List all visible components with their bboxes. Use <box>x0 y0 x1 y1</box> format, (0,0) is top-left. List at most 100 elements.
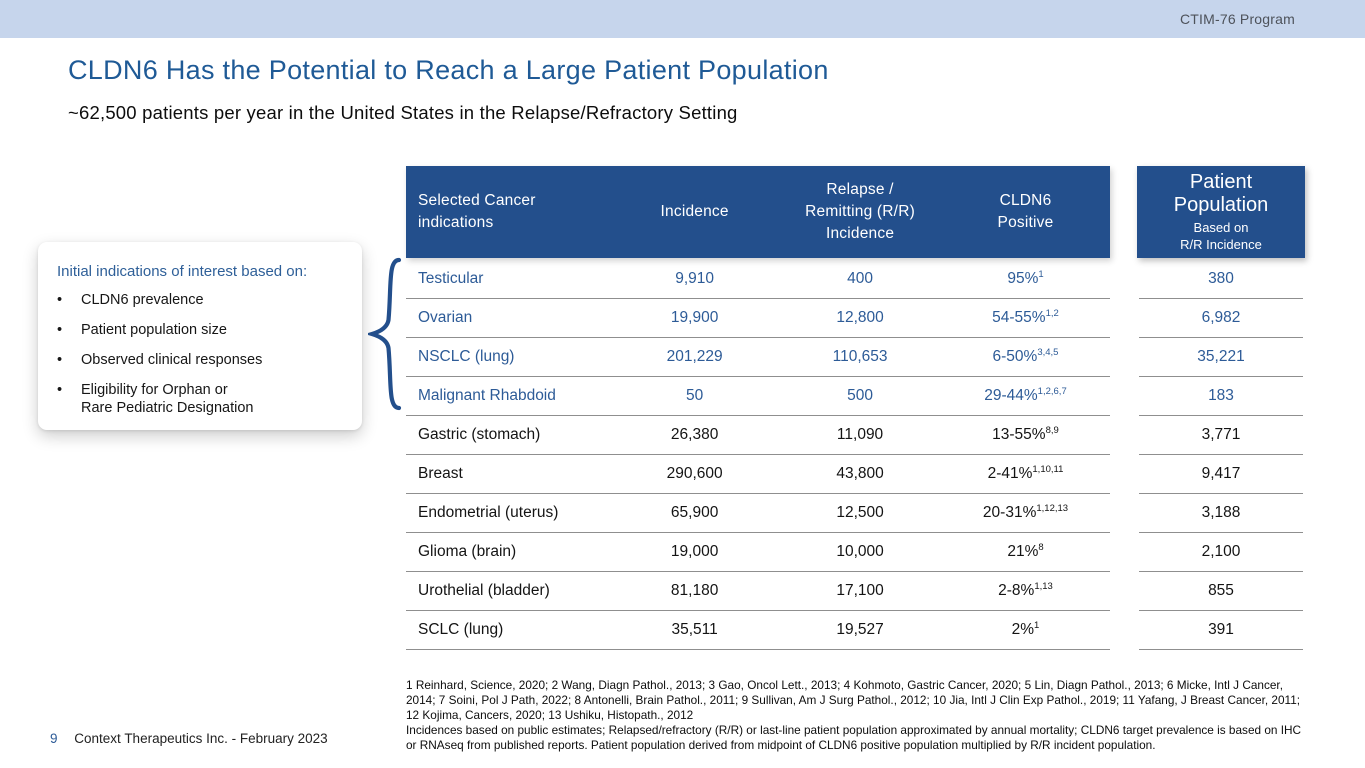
cell-indication: Glioma (brain) <box>418 543 517 560</box>
patient-population-cell: 3,771 <box>1139 416 1303 455</box>
cldn6-value: 2-8% <box>998 582 1035 599</box>
callout-bullet-text: Eligibility for Orphan or Rare Pediatric… <box>81 381 254 417</box>
cell-rr-incidence: 500 <box>847 387 873 404</box>
cell-rr-incidence: 10,000 <box>836 543 884 560</box>
brace-icon <box>368 257 402 411</box>
cell-indication: Malignant Rhabdoid <box>418 387 556 404</box>
cell-cldn6-positive: 21%8 <box>941 543 1110 561</box>
cldn6-footnote-refs: 8,9 <box>1045 424 1059 436</box>
callout-bullet: • Eligibility for Orphan or Rare Pediatri… <box>57 381 352 419</box>
table-row: Breast 290,600 43,800 2-41%1,10,11 <box>406 455 1110 494</box>
table-row: Malignant Rhabdoid 50 500 29-44%1,2,6,7 <box>406 377 1110 416</box>
table-row: Glioma (brain) 19,000 10,000 21%8 <box>406 533 1110 572</box>
cell-incidence: 50 <box>686 387 704 404</box>
callout-bullet-text: Patient population size <box>81 321 227 338</box>
cell-indication: Testicular <box>418 270 484 287</box>
column-header-rr-incidence: Relapse / Remitting (R/R) Incidence <box>805 181 915 242</box>
patient-population-header: Patient Population Based on R/R Incidenc… <box>1137 166 1305 258</box>
column-header-indications: Selected Cancer indications <box>418 192 536 231</box>
bullet-dot-icon: • <box>57 292 63 308</box>
table-row: Testicular 9,910 400 95%1 <box>406 260 1110 299</box>
patient-population-cell: 3,188 <box>1139 494 1303 533</box>
callout-heading: Initial indications of interest based on… <box>57 263 308 280</box>
patient-population-subtitle: Based on R/R Incidence <box>1180 220 1262 252</box>
indications-table: Selected Cancer indications Incidence Re… <box>406 166 1110 650</box>
cell-indication: Breast <box>418 465 463 482</box>
callout-list: • CLDN6 prevalence • Patient population siz… <box>38 291 362 418</box>
callout-bullet: • CLDN6 prevalence <box>57 291 352 310</box>
table-body: Testicular 9,910 400 95%1 Ovarian 19,900 12,80… <box>406 260 1110 650</box>
company-footer: Context Therapeutics Inc. - February 202… <box>74 731 328 746</box>
cell-incidence: 19,900 <box>670 309 719 326</box>
cldn6-value: 6-50% <box>992 348 1038 365</box>
cell-cldn6-positive: 95%1 <box>941 270 1110 288</box>
table-row: Ovarian 19,900 12,800 54-55%1,2 <box>406 299 1110 338</box>
patient-population-cell: 855 <box>1139 572 1303 611</box>
cell-rr-incidence: 12,800 <box>836 309 884 326</box>
cell-cldn6-positive: 13-55%8,9 <box>941 426 1110 444</box>
callout-bullet: • Observed clinical responses <box>57 351 352 370</box>
cldn6-value: 21% <box>1007 543 1039 560</box>
column-header-incidence: Incidence <box>660 203 729 221</box>
cell-cldn6-positive: 29-44%1,2,6,7 <box>941 387 1110 405</box>
program-label: CTIM-76 Program <box>1179 11 1295 27</box>
cell-cldn6-positive: 2-8%1,13 <box>941 582 1110 600</box>
patient-population-table: Patient Population Based on R/R Incidenc… <box>1137 166 1305 650</box>
cldn6-value: 2% <box>1011 621 1035 638</box>
footnote-references: 1 Reinhard, Science, 2020; 2 Wang, Diagn… <box>406 678 1301 723</box>
cldn6-footnote-refs: 1 <box>1034 619 1040 631</box>
table-row: Gastric (stomach) 26,380 11,090 13-55%8,9 <box>406 416 1110 455</box>
cell-rr-incidence: 17,100 <box>836 582 884 599</box>
cell-indication: SCLC (lung) <box>418 621 504 638</box>
patient-population-body: 380 6,982 35,221 183 3,771 9,417 3,188 2,100 855… <box>1137 260 1305 650</box>
patient-population-cell: 391 <box>1139 611 1303 650</box>
cldn6-value: 13-55% <box>992 426 1046 443</box>
slide-footer: 9 Context Therapeutics Inc. - February 2… <box>50 731 328 746</box>
table-row: Endometrial (uterus) 65,900 12,500 20-31%1,… <box>406 494 1110 533</box>
callout-bullet: • Patient population size <box>57 321 352 340</box>
table-row: SCLC (lung) 35,511 19,527 2%1 <box>406 611 1110 650</box>
cell-indication: Gastric (stomach) <box>418 426 541 443</box>
cell-indication: Ovarian <box>418 309 473 326</box>
patient-population-cell: 183 <box>1139 377 1303 416</box>
cell-indication: Urothelial (bladder) <box>418 582 550 599</box>
page-subtitle: ~62,500 patients per year in the United … <box>68 102 738 123</box>
table-header-row: Selected Cancer indications Incidence Re… <box>406 166 1110 258</box>
column-header-cldn6-positive: CLDN6 Positive <box>997 192 1054 231</box>
callout-bullet-text: Observed clinical responses <box>81 351 263 368</box>
cell-incidence: 65,900 <box>670 504 719 521</box>
patient-population-cell: 9,417 <box>1139 455 1303 494</box>
footnote-methodology: Incidences based on public estimates; Re… <box>406 723 1302 753</box>
top-bar: CTIM-76 Program <box>0 0 1365 38</box>
table-row: Urothelial (bladder) 81,180 17,100 2-8%1,13 <box>406 572 1110 611</box>
patient-population-cell: 6,982 <box>1139 299 1303 338</box>
cell-indication: NSCLC (lung) <box>418 348 515 365</box>
cldn6-value: 20-31% <box>982 504 1037 521</box>
cell-incidence: 81,180 <box>670 582 719 599</box>
patient-population-title: Patient Population <box>1173 171 1269 217</box>
cell-rr-incidence: 11,090 <box>836 426 884 443</box>
patient-population-cell: 35,221 <box>1139 338 1303 377</box>
cldn6-footnote-refs: 1 <box>1038 268 1044 280</box>
cell-rr-incidence: 400 <box>847 270 873 287</box>
cell-rr-incidence: 12,500 <box>836 504 884 521</box>
cell-cldn6-positive: 2%1 <box>941 621 1110 639</box>
cell-incidence: 19,000 <box>670 543 719 560</box>
cldn6-value: 95% <box>1007 270 1039 287</box>
bullet-dot-icon: • <box>57 321 63 338</box>
cell-incidence: 26,380 <box>670 426 719 443</box>
cldn6-footnote-refs: 1,2,6,7 <box>1037 385 1067 397</box>
callout-card: Initial indications of interest based on… <box>38 242 362 430</box>
cldn6-footnote-refs: 1,12,13 <box>1036 502 1069 514</box>
cldn6-footnote-refs: 1,13 <box>1034 580 1053 592</box>
cell-incidence: 290,600 <box>666 465 723 482</box>
cldn6-footnote-refs: 1,10,11 <box>1032 463 1064 475</box>
cell-incidence: 35,511 <box>671 621 718 638</box>
cell-incidence: 9,910 <box>675 270 715 287</box>
callout-bullet-text: CLDN6 prevalence <box>81 292 204 308</box>
page-number: 9 <box>50 731 58 746</box>
bullet-dot-icon: • <box>57 351 63 368</box>
cldn6-value: 29-44% <box>984 387 1038 404</box>
cell-incidence: 201,229 <box>666 348 723 365</box>
cell-cldn6-positive: 20-31%1,12,13 <box>941 504 1110 522</box>
